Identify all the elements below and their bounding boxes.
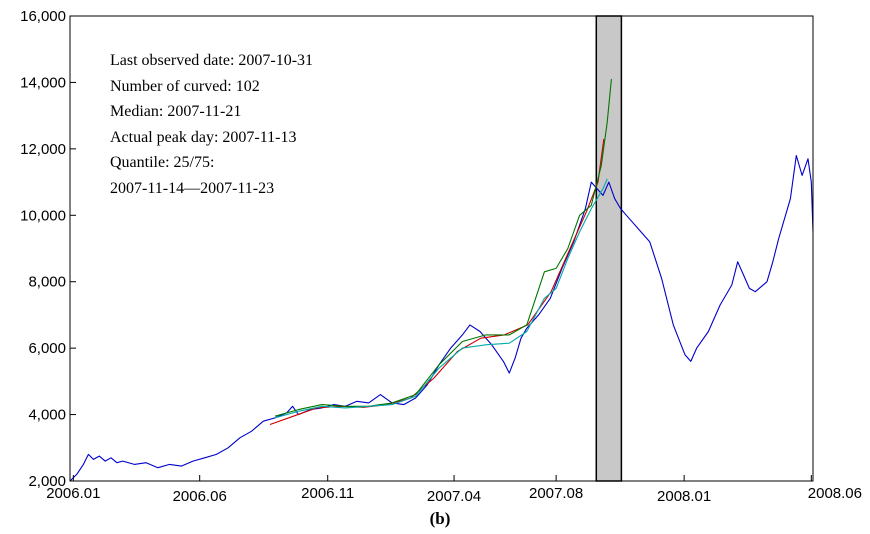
annotation-block: Last observed date: 2007-10-31 Number of… [110, 52, 313, 197]
plot-frame [69, 15, 814, 482]
series-line-3 [274, 79, 612, 417]
x-tick-label: 2008.06 [808, 485, 862, 502]
y-tick-label: 10,000 [20, 207, 66, 224]
x-tick-label: 2006.06 [173, 488, 227, 505]
x-tick-label: 2007.08 [529, 485, 583, 502]
series-line-4 [274, 178, 608, 419]
y-tick-label: 12,000 [20, 141, 66, 158]
series-line-1 [69, 154, 814, 482]
x-tick-label: 2008.01 [657, 488, 711, 505]
annotation-line-5: Quantile: 25/75: [110, 154, 214, 171]
y-tick-label: 8,000 [28, 274, 66, 291]
y-tick-label: 4,000 [28, 407, 66, 424]
y-tick-label: 14,000 [20, 74, 66, 91]
y-tick-label: 6,000 [28, 340, 66, 357]
annotation-line-2: Number of curved: 102 [110, 78, 260, 95]
x-tick-label: 2006.11 [301, 485, 354, 502]
panel-label: (b) [430, 509, 451, 528]
x-tick-label: 2007.04 [427, 488, 481, 505]
shaded-period [595, 15, 623, 482]
x-tick-label: 2006.01 [46, 485, 100, 502]
y-tick-label: 16,000 [20, 8, 66, 25]
series-layer [69, 79, 814, 482]
annotation-line-3: Median: 2007-11-21 [110, 103, 241, 120]
series-line-2 [269, 138, 605, 426]
tick-layer: 2,000 4,000 6,000 8,000 10,000 12,000 14,000 16… [20, 8, 862, 505]
annotation-line-1: Last observed date: 2007-10-31 [110, 52, 313, 69]
annotation-line-6: 2007-11-14—2007-11-23 [110, 180, 274, 197]
y-tick-label: 2,000 [28, 473, 66, 490]
annotation-line-4: Actual peak day: 2007-11-13 [110, 129, 296, 146]
